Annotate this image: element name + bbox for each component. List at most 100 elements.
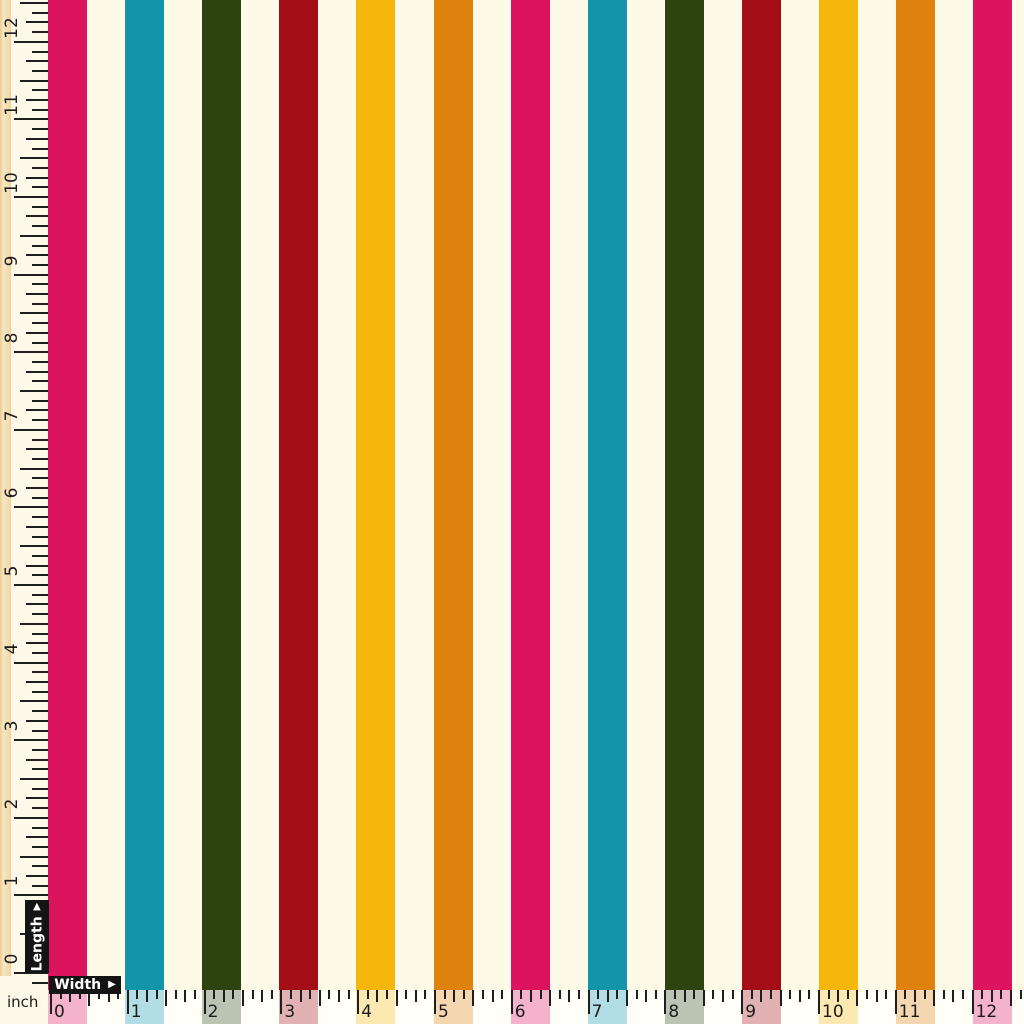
left-ruler-tick [20,79,48,82]
fabric-stripe-pink [510,0,550,1024]
bottom-ruler-tick [741,990,744,1014]
bottom-ruler-tick [309,990,312,999]
left-ruler-tick [26,758,48,761]
left-ruler-tick [32,690,48,693]
left-ruler-tick [32,845,48,848]
left-ruler-tick [32,710,48,713]
left-ruler-tick [32,593,48,596]
bottom-ruler-tick [923,990,926,999]
left-ruler-tick [20,234,48,237]
bottom-ruler-tick [232,990,235,999]
fabric-stripe-yellow [819,0,858,1024]
left-ruler-tick [20,2,48,4]
bottom-ruler-tick [261,990,264,1002]
bottom-ruler-number-6: 6 [514,1002,526,1022]
bottom-ruler-tick [962,990,964,999]
left-ruler-tick [32,128,48,131]
left-ruler-tick [32,651,48,654]
bottom-ruler-tick [50,990,52,1014]
bottom-ruler-tick [904,990,907,999]
bottom-ruler-tick [731,990,734,999]
left-ruler-number-8: 8 [2,332,22,344]
left-ruler-tick [32,516,48,519]
left-ruler-tick [32,981,48,984]
bottom-ruler-number-4: 4 [361,1002,373,1022]
bottom-ruler-tick [146,990,148,1002]
bottom-ruler-tick [520,990,523,999]
bottom-ruler-number-7: 7 [591,1002,603,1022]
left-ruler-tick [26,254,48,257]
left-ruler-tick [32,263,48,266]
bottom-ruler-tick [837,990,840,1002]
bottom-ruler-tick [635,990,638,999]
bottom-ruler-tick [856,990,859,1006]
left-ruler-tick [14,972,48,974]
bottom-ruler-tick [971,990,974,1014]
bottom-ruler-tick [578,990,580,999]
left-ruler-number-6: 6 [2,487,22,499]
bottom-ruler-tick [626,990,628,1006]
bottom-ruler-tick [558,990,561,999]
left-ruler-tick [32,496,48,499]
bottom-ruler-tick [386,990,388,999]
left-ruler-tick [32,50,48,53]
bottom-ruler-tick [88,990,91,1006]
left-ruler-tick [32,554,48,557]
left-ruler-tick [26,370,48,373]
left-ruler-tick [26,409,48,412]
right-arrow-icon: ▶ [108,979,116,990]
bottom-ruler-tick [750,990,753,999]
left-ruler-tick [32,244,48,247]
left-ruler-tick [26,99,48,101]
left-ruler-number-12: 12 [2,16,22,39]
bottom-ruler-tick [722,990,724,1002]
bottom-ruler-tick [645,990,648,1002]
bottom-ruler-tick [165,990,168,1006]
bottom-ruler-number-2: 2 [207,1002,219,1022]
bottom-ruler-number-0: 0 [54,1002,65,1022]
bottom-ruler-tick [1019,990,1022,999]
left-ruler-tick [14,40,48,43]
left-ruler-tick [14,584,48,586]
bottom-ruler-tick [501,990,504,999]
bottom-ruler-tick [290,990,292,999]
bottom-ruler-number-5: 5 [438,1002,449,1022]
bottom-ruler-tick [184,990,187,1002]
left-ruler-tick [26,719,48,722]
bottom-ruler-tick [539,990,542,999]
left-ruler-tick [20,157,48,160]
bottom-ruler-tick [664,990,667,1014]
left-ruler-number-4: 4 [2,643,22,655]
bottom-ruler-tick [376,990,379,1002]
bottom-ruler-tick [222,990,225,1002]
left-ruler-tick [32,613,48,616]
fabric-stripe-teal [125,0,165,1024]
bottom-ruler-tick [213,990,216,999]
left-ruler-tick [26,293,48,295]
bottom-ruler-tick [98,990,100,999]
width-tag-label: Width [54,977,102,993]
left-ruler-tick [32,632,48,635]
left-ruler-tick [32,322,48,325]
bottom-ruler-tick [462,990,465,999]
bottom-ruler-tick [203,990,206,1014]
bottom-ruler-tick [1000,990,1003,999]
bottom-ruler-tick [126,990,129,1014]
left-ruler-tick [26,60,48,63]
left-ruler-tick [32,457,48,460]
left-ruler-tick [14,196,48,198]
bottom-ruler-tick [760,990,763,1002]
left-ruler-tick [32,477,48,480]
left-ruler-tick [26,681,48,683]
bottom-ruler-tick [424,990,427,999]
left-ruler-tick [32,865,48,868]
left-ruler-number-9: 9 [2,255,22,267]
left-ruler-tick [32,108,48,111]
bottom-ruler-tick [107,990,110,1002]
bottom-ruler-number-9: 9 [745,1002,757,1022]
bottom-ruler-number-10: 10 [822,1002,844,1022]
bottom-ruler-tick [347,990,350,999]
bottom-ruler-tick [990,990,993,1002]
bottom-ruler-tick [808,990,811,999]
